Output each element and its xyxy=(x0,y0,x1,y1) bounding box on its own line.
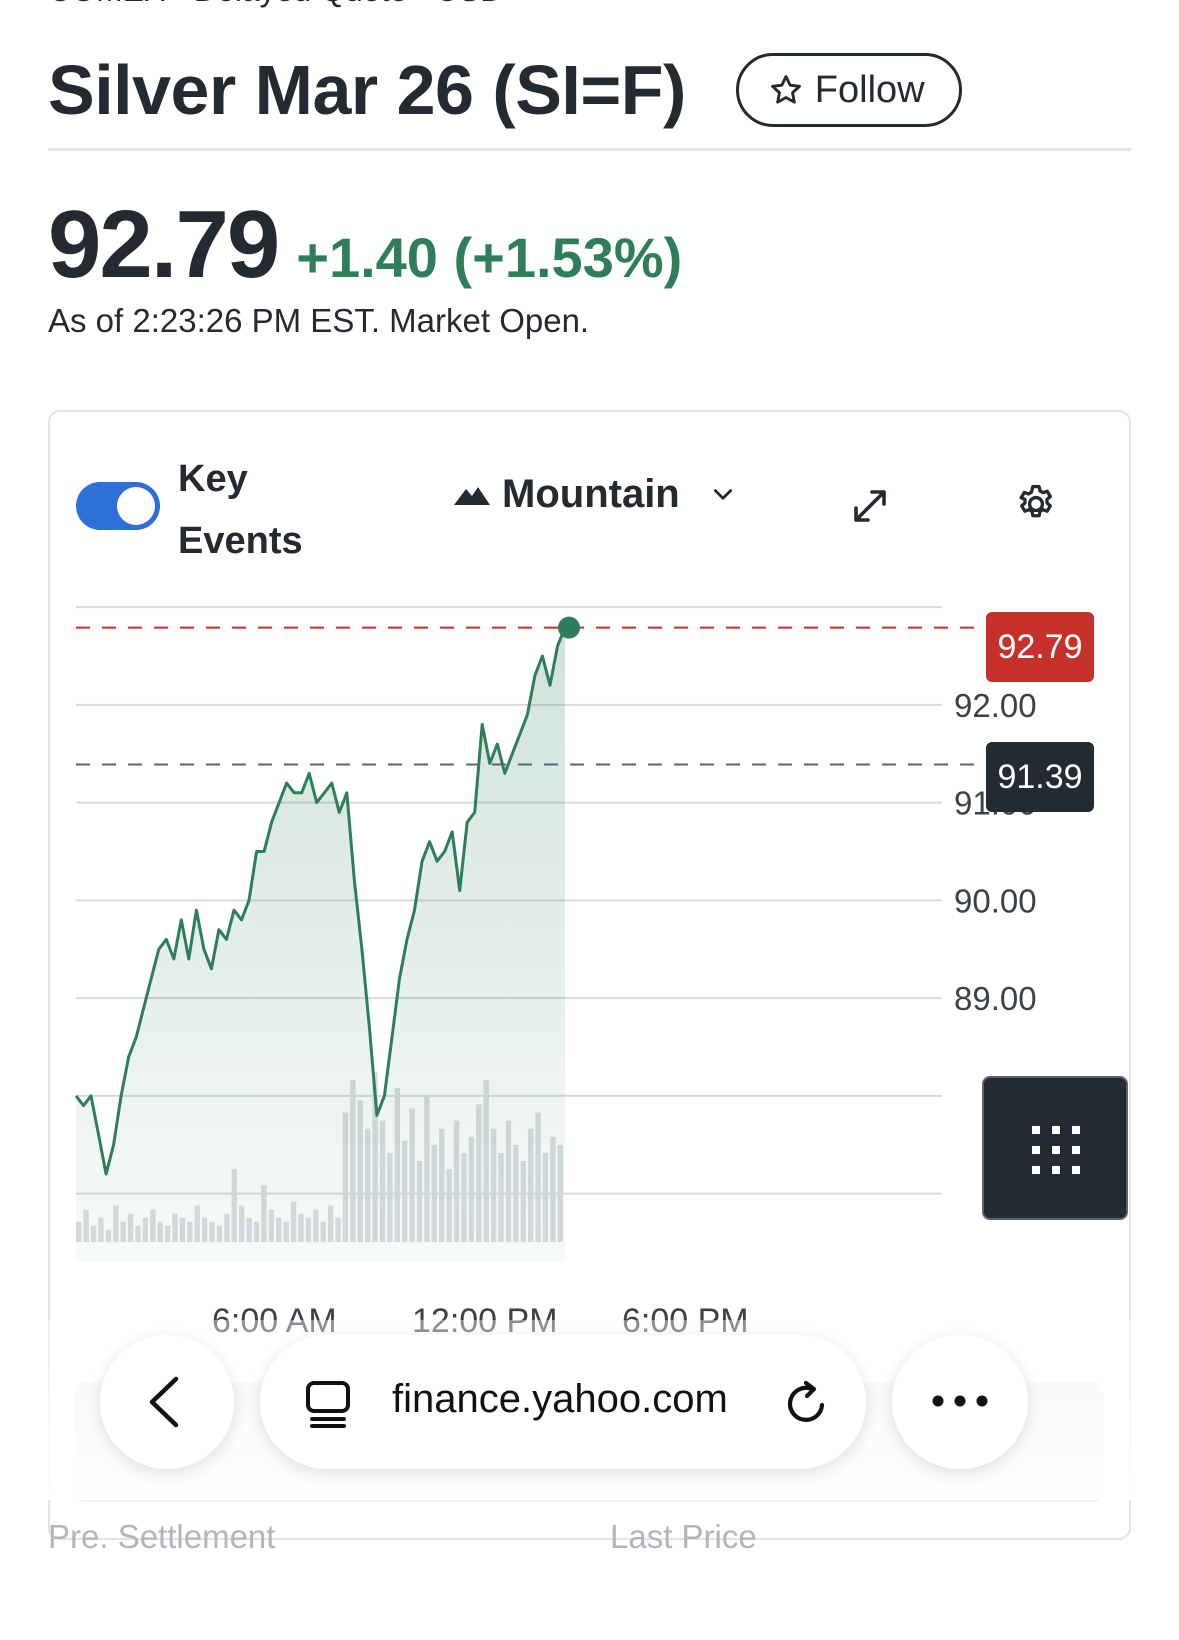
current-price: 92.79 xyxy=(48,191,280,298)
current-price-tag: 92.79 xyxy=(986,612,1094,682)
mountain-icon xyxy=(454,486,490,505)
chevron-down-icon xyxy=(713,488,732,500)
chart-type-dropdown[interactable]: Mountain xyxy=(454,472,736,517)
toggle-knob xyxy=(117,487,155,525)
address-bar[interactable]: finance.yahoo.com xyxy=(260,1335,866,1469)
grid-menu-button[interactable] xyxy=(982,1076,1128,1220)
gear-icon[interactable] xyxy=(1014,482,1058,526)
previous-close-tag: 91.39 xyxy=(986,742,1094,812)
last-price-dot xyxy=(558,616,580,639)
key-events-label[interactable]: Key Events xyxy=(178,458,303,562)
back-button[interactable] xyxy=(100,1335,234,1469)
grid-dots-icon xyxy=(1032,1126,1080,1174)
more-button[interactable] xyxy=(892,1335,1028,1469)
star-icon xyxy=(770,75,801,104)
y-tick-label: 92.00 xyxy=(954,687,1037,724)
key-events-toggle[interactable] xyxy=(76,482,160,530)
mountain-area xyxy=(76,627,565,1262)
chart-type-label: Mountain xyxy=(502,472,680,516)
y-tick-label: 90.00 xyxy=(954,882,1037,919)
tabs-icon xyxy=(306,1381,350,1428)
divider xyxy=(48,148,1131,151)
url-text: finance.yahoo.com xyxy=(392,1377,728,1421)
page-title: Silver Mar 26 (SI=F) xyxy=(48,51,686,129)
market-status: As of 2:23:26 PM EST. Market Open. xyxy=(48,302,590,339)
price-line xyxy=(74,627,567,1176)
more-dots-icon xyxy=(932,1395,988,1407)
reload-icon[interactable] xyxy=(782,1377,830,1427)
quote-row: 92.79 +1.40 (+1.53%) xyxy=(48,190,682,300)
follow-label: Follow xyxy=(814,68,925,111)
y-tick-label: 89.00 xyxy=(954,980,1037,1017)
exchange-line: COMEX - Delayed Quote - USD xyxy=(48,0,503,9)
title-row: Silver Mar 26 (SI=F) Follow xyxy=(48,40,1131,140)
expand-icon[interactable] xyxy=(850,486,890,526)
last-price-label: Last Price xyxy=(610,1518,757,1555)
follow-button[interactable]: Follow xyxy=(735,53,962,127)
pre-settlement-label: Pre. Settlement xyxy=(48,1518,276,1555)
price-change: +1.40 (+1.53%) xyxy=(296,226,683,289)
chevron-left-icon xyxy=(149,1376,179,1428)
